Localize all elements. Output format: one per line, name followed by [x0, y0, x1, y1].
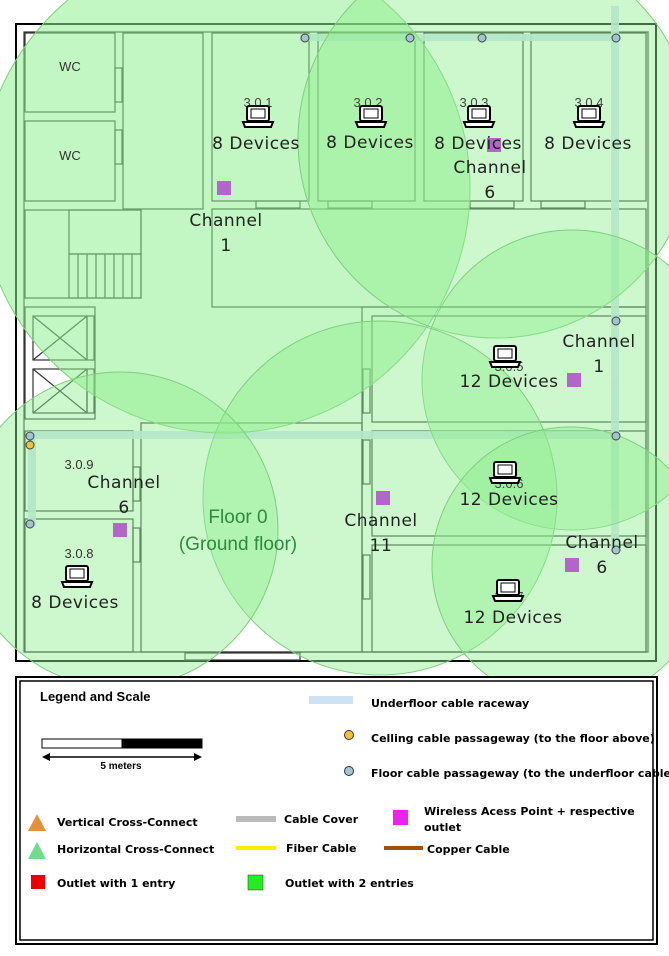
- scale-bar-white: [41, 738, 123, 749]
- legend-outlet1: Outlet with 1 entry: [57, 877, 175, 890]
- legend-underfloor: Underfloor cable raceway: [371, 697, 529, 710]
- wap-marker: [567, 373, 581, 387]
- coverage-channel-1-right: [421, 229, 669, 531]
- floor-passage-marker: [611, 431, 621, 441]
- ceiling-passage-swatch: [344, 730, 354, 740]
- wap-marker: [113, 523, 127, 537]
- legend-floor-passage: Floor cable passageway (to the underfloo…: [371, 767, 669, 780]
- laptop-icon: [61, 565, 93, 588]
- floor-passage-marker: [25, 519, 35, 529]
- room-label-wc: WC: [59, 59, 81, 74]
- channel-number: 11: [370, 536, 393, 556]
- device-count-301: 8 Devices: [212, 134, 300, 154]
- wap-marker: [487, 138, 501, 152]
- channel-number: 1: [593, 357, 604, 377]
- device-count-305: 12 Devices: [459, 372, 558, 392]
- wap-swatch: [393, 810, 408, 825]
- floor-passage-swatch: [344, 766, 354, 776]
- room-label-308: 3.0.8: [65, 546, 94, 561]
- legend-hcc: Horizontal Cross-Connect: [57, 843, 214, 856]
- underfloor-raceway: [28, 6, 620, 552]
- channel-number: 6: [484, 183, 495, 203]
- channel-label: Channel: [344, 511, 417, 531]
- device-count-302: 8 Devices: [326, 133, 414, 153]
- laptop-icon: [355, 105, 387, 128]
- scale-label: 5 meters: [100, 761, 142, 772]
- outlet2-swatch: [247, 874, 264, 891]
- floor-passage-marker: [300, 33, 310, 43]
- channel-label: Channel: [562, 332, 635, 352]
- floor-passage-marker: [405, 33, 415, 43]
- legend-wap-line1: Wireless Acess Point + respective: [424, 805, 635, 818]
- legend-cable-cover: Cable Cover: [284, 813, 359, 826]
- cable-cover-swatch: [236, 816, 276, 822]
- hcc-triangle-icon: [28, 842, 46, 859]
- channel-number: 1: [220, 236, 231, 256]
- outlet1-swatch: [31, 875, 45, 889]
- channel-number: 6: [118, 498, 129, 518]
- room-label-309: 3.0.9: [65, 457, 94, 472]
- vcc-triangle-icon: [28, 814, 46, 831]
- legend-ceiling: Celling cable passageway (to the floor a…: [371, 732, 655, 745]
- laptop-icon: [489, 345, 521, 368]
- channel-number: 6: [596, 558, 607, 578]
- legend-copper: Copper Cable: [427, 843, 510, 856]
- channel-label: Channel: [189, 211, 262, 231]
- legend-vcc: Vertical Cross-Connect: [57, 816, 198, 829]
- floor-passage-marker: [611, 33, 621, 43]
- wap-marker: [565, 558, 579, 572]
- coverage-channel-6-top: [297, 0, 669, 339]
- coverage-channel-1: [0, 0, 471, 434]
- channel-label: Channel: [87, 473, 160, 493]
- floor-subtitle: (Ground floor): [179, 534, 297, 555]
- laptop-icon: [242, 105, 274, 128]
- device-count-306: 12 Devices: [459, 490, 558, 510]
- scale-bar-black: [121, 738, 203, 749]
- raceway-swatch: [309, 696, 353, 704]
- floor-passage-marker: [477, 33, 487, 43]
- channel-label: Channel: [565, 533, 638, 553]
- laptop-icon: [573, 105, 605, 128]
- legend-title: Legend and Scale: [40, 689, 151, 704]
- legend-outlet2: Outlet with 2 entries: [285, 877, 414, 890]
- ceiling-passage-marker: [25, 440, 35, 450]
- wap-marker: [217, 181, 231, 195]
- device-count-308: 8 Devices: [31, 593, 119, 613]
- floor-passage-marker: [25, 431, 35, 441]
- floor-passage-marker: [611, 316, 621, 326]
- copper-swatch: [384, 846, 423, 850]
- room-label-wc: WC: [59, 148, 81, 163]
- legend-wap-line2: outlet: [424, 821, 461, 834]
- device-count-303: 8 Devices: [434, 134, 522, 154]
- floor-passage-marker: [611, 545, 621, 555]
- laptop-icon: [489, 461, 521, 484]
- floor-passageways: [25, 33, 621, 555]
- device-count-307: 12 Devices: [463, 608, 562, 628]
- fiber-swatch: [236, 846, 276, 850]
- floor-title: Floor 0: [208, 507, 267, 528]
- wireless-access-points: [113, 138, 581, 572]
- channel-label: Channel: [453, 158, 526, 178]
- legend-fiber: Fiber Cable: [286, 842, 356, 855]
- legend: Legend and Scale 5 meters Underfloor cab…: [15, 676, 669, 945]
- laptop-icon: [463, 105, 495, 128]
- laptop-icon: [492, 579, 524, 602]
- device-count-304: 8 Devices: [544, 134, 632, 154]
- wap-marker: [376, 491, 390, 505]
